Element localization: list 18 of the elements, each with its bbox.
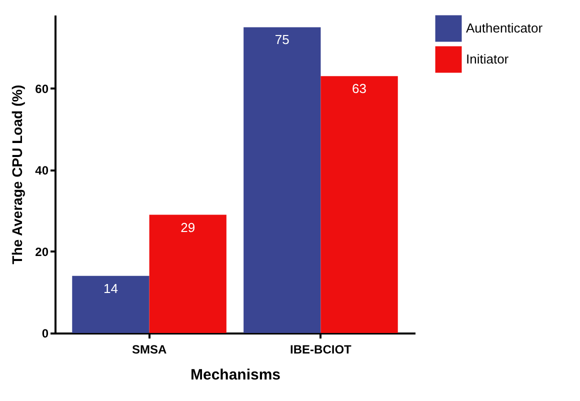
y-tick-label: 0 bbox=[42, 326, 49, 340]
x-tick-label: IBE-BCIOT bbox=[290, 342, 352, 356]
data-label: 75 bbox=[274, 32, 290, 48]
bar bbox=[72, 276, 150, 333]
legend-label: Authenticator bbox=[466, 20, 544, 36]
legend-label: Initiator bbox=[466, 52, 510, 66]
x-axis-title: Mechanisms bbox=[190, 366, 281, 384]
y-tick-label: 20 bbox=[35, 244, 49, 259]
bar bbox=[149, 214, 226, 333]
bar bbox=[320, 76, 398, 333]
y-tick-label: 60 bbox=[35, 82, 49, 96]
data-label: 29 bbox=[180, 220, 196, 235]
data-label: 63 bbox=[352, 81, 367, 96]
y-tick-label: 40 bbox=[35, 163, 49, 178]
bar bbox=[244, 27, 321, 333]
data-label: 14 bbox=[103, 280, 118, 296]
y-axis-title: The Average CPU Load (%) bbox=[9, 84, 26, 264]
x-tick-label: SMSA bbox=[132, 342, 167, 356]
